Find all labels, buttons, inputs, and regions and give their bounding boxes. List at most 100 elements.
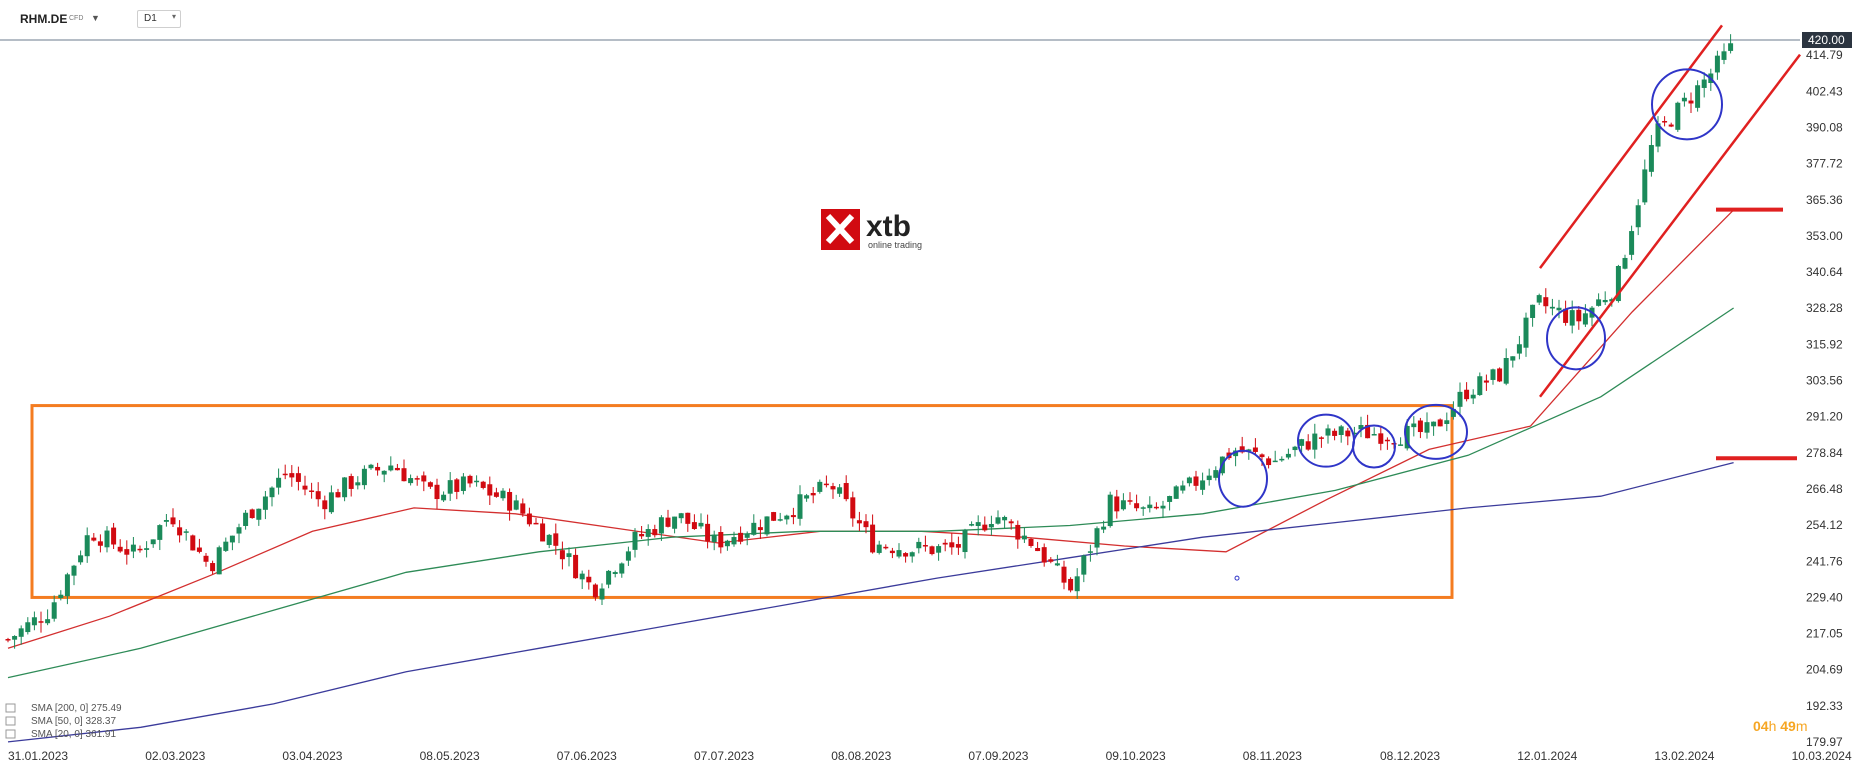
candle-body — [1549, 306, 1555, 309]
candle — [909, 551, 915, 563]
candle — [1510, 356, 1516, 368]
legend-entry: SMA [200, 0] 275.49 — [31, 703, 122, 714]
candle-body — [889, 550, 895, 554]
candle-body — [289, 473, 295, 478]
candle — [289, 465, 295, 487]
candle-body — [262, 496, 268, 510]
candlesticks — [5, 34, 1734, 649]
candle-body — [1635, 205, 1641, 228]
y-tick-label: 291.20 — [1806, 410, 1843, 424]
candle-body — [1345, 430, 1351, 437]
candle-body — [1120, 500, 1126, 510]
candle-body — [163, 519, 169, 522]
y-tick-label: 217.05 — [1806, 627, 1843, 641]
candle — [1714, 50, 1720, 80]
candle — [117, 539, 123, 553]
candle-body — [1015, 524, 1021, 540]
candle — [823, 475, 829, 488]
candle — [1305, 434, 1311, 451]
candle-body — [1648, 145, 1654, 172]
candle — [71, 564, 77, 586]
candle — [480, 480, 486, 490]
x-tick-label: 08.05.2023 — [420, 749, 480, 763]
y-tick-label: 315.92 — [1806, 337, 1843, 351]
y-axis: 414.79 402.43 390.08 377.72 365.36 353.00 340.… — [1802, 32, 1852, 749]
candle-body — [1464, 389, 1470, 400]
candle-body — [1325, 428, 1331, 436]
candle — [1193, 470, 1199, 491]
candle-body — [18, 628, 24, 637]
candle-body — [1490, 369, 1496, 380]
candle-body — [658, 517, 664, 534]
candle — [111, 522, 117, 549]
candle-body — [850, 497, 856, 519]
candle — [1054, 554, 1060, 567]
candle-body — [1695, 85, 1701, 108]
sma-lines — [7, 209, 1735, 743]
candle-body — [876, 544, 882, 553]
candle — [856, 511, 862, 532]
candle-body — [1167, 496, 1173, 502]
y-tick-label: 254.12 — [1806, 518, 1843, 532]
candle — [1536, 293, 1542, 306]
candle — [1497, 367, 1503, 383]
candle — [1087, 544, 1093, 562]
candle — [1431, 421, 1437, 436]
candle — [322, 495, 328, 520]
countdown-minutes: 49 — [1780, 718, 1796, 734]
candle — [678, 512, 684, 524]
candle — [1279, 456, 1285, 462]
candle — [777, 512, 783, 522]
candle-body — [25, 622, 31, 633]
candle — [592, 583, 598, 601]
candle — [1299, 438, 1305, 453]
candle-body — [1675, 102, 1681, 130]
candle — [302, 475, 308, 496]
candle-body — [269, 487, 275, 498]
candle-body — [625, 551, 631, 561]
candle-body — [355, 482, 361, 486]
candle-body — [375, 466, 381, 471]
highlight-circle — [1218, 449, 1268, 508]
candle — [863, 514, 869, 534]
candle-body — [652, 529, 658, 536]
candle — [1477, 372, 1483, 396]
candle — [229, 535, 235, 551]
symbol-name[interactable]: RHM.DE — [20, 12, 68, 26]
candle-body — [1662, 121, 1668, 123]
candle — [1662, 116, 1668, 127]
candle-body — [771, 512, 777, 521]
candle — [18, 625, 24, 645]
candle — [177, 520, 183, 543]
candle-body — [665, 517, 671, 527]
candle-body — [1563, 308, 1569, 323]
timeframe-select[interactable]: D1 ▾ — [137, 10, 181, 28]
candle-body — [724, 540, 730, 547]
symbol-dropdown-caret-icon[interactable]: ▼ — [91, 13, 100, 23]
channel-upper-line — [1538, 24, 1724, 269]
candle-body — [1530, 304, 1536, 318]
candle-body — [817, 481, 823, 492]
candle — [335, 488, 341, 498]
candle — [995, 510, 1001, 525]
candle — [1035, 541, 1041, 552]
candle — [276, 468, 282, 495]
x-tick-label: 07.07.2023 — [694, 749, 754, 763]
candle — [1167, 495, 1173, 511]
candle-body — [790, 515, 796, 518]
x-tick-label: 08.08.2023 — [831, 749, 891, 763]
xtb-logo-text: xtb — [866, 210, 911, 243]
candle — [1068, 577, 1074, 593]
candle-body — [342, 477, 348, 498]
candle-body — [361, 468, 367, 486]
candle-body — [856, 520, 862, 524]
candle-body — [1358, 425, 1364, 430]
candle — [665, 509, 671, 528]
candle — [619, 562, 625, 578]
candle-body — [295, 473, 301, 482]
candle — [1338, 424, 1344, 443]
candle — [342, 477, 348, 502]
x-tick-label: 08.12.2023 — [1380, 749, 1440, 763]
candle-body — [1252, 447, 1258, 452]
